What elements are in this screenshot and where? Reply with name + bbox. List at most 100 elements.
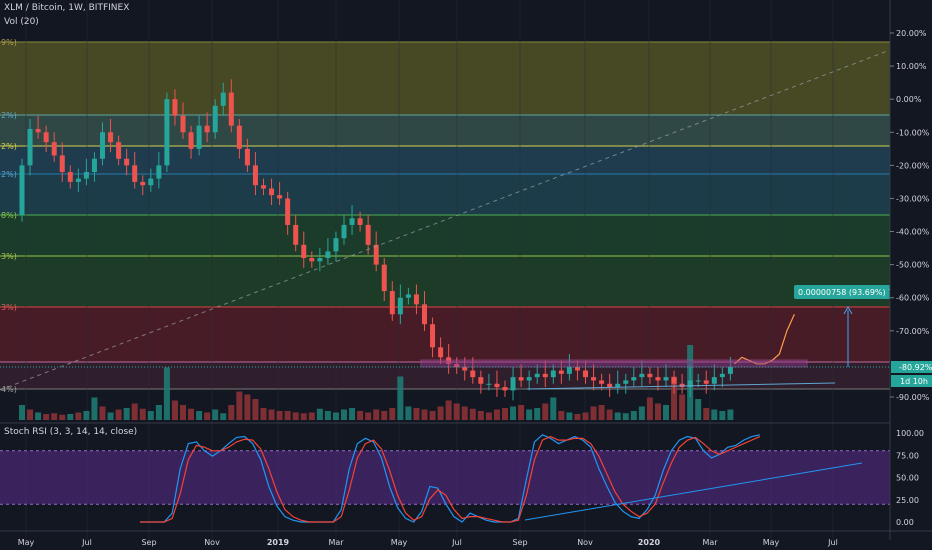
volume-bar xyxy=(357,411,364,420)
volume-bar xyxy=(695,399,702,420)
fib-zone xyxy=(0,256,890,307)
diagonal-trend-line xyxy=(0,49,891,391)
volume-bar xyxy=(654,403,661,420)
candle-body xyxy=(301,244,307,259)
drawing-overlays: 0.00000758 (93.69%) 756 xyxy=(0,49,903,391)
candle-body xyxy=(373,244,379,265)
volume-bar xyxy=(341,409,347,420)
volume-bar xyxy=(630,411,637,420)
price-axis-bg xyxy=(890,0,932,540)
candle-body xyxy=(438,347,444,358)
volume-bar xyxy=(171,400,178,420)
candle-body xyxy=(381,264,387,292)
volume-bar xyxy=(606,409,613,420)
candle-body xyxy=(727,366,733,374)
candle-body xyxy=(333,238,339,252)
volume-bar xyxy=(534,408,541,420)
volume-bar xyxy=(188,408,195,420)
candle-body xyxy=(583,370,588,378)
candle-body xyxy=(91,158,97,172)
fib-level-label: 9%) xyxy=(1,38,17,47)
volume-indicator-label[interactable]: Vol (20) xyxy=(4,17,39,27)
stoch-rsi-label[interactable]: Stoch RSI (3, 3, 14, 14, close) xyxy=(4,427,138,437)
candle-body xyxy=(631,377,637,381)
candle-body xyxy=(100,132,105,159)
volume-bar xyxy=(316,408,323,420)
volume-bar xyxy=(67,414,74,420)
stoch-rsi-pane xyxy=(0,434,890,523)
candle-body xyxy=(607,383,613,388)
volume-bar xyxy=(212,409,219,420)
fib-zone xyxy=(0,146,890,174)
candle-body xyxy=(647,373,653,378)
candle-body xyxy=(156,165,162,179)
volume-bar xyxy=(493,409,500,420)
price-tick-label: -40.00% xyxy=(896,228,930,237)
volume-bar xyxy=(204,412,211,420)
fib-level-label: 2%) xyxy=(1,170,17,179)
candle-body xyxy=(75,178,81,182)
volume-bar xyxy=(381,411,388,420)
candle-body xyxy=(212,105,218,133)
candle-body xyxy=(422,304,427,325)
volume-bar xyxy=(260,408,267,420)
candle-body xyxy=(446,357,452,364)
time-tick-label: Sep xyxy=(512,538,527,547)
accumulation-zone xyxy=(420,359,808,368)
candle-body xyxy=(309,258,315,262)
price-tick-label: -50.00% xyxy=(896,261,930,270)
stoch-rsi-tick-label: 100.00 xyxy=(896,429,924,438)
candle-body xyxy=(59,155,65,172)
stoch-rsi-series-k xyxy=(140,434,760,523)
volume-bar xyxy=(542,403,549,420)
price-tick-label: 20.00% xyxy=(896,29,927,38)
candle-body xyxy=(623,380,629,384)
candle-body xyxy=(510,377,516,391)
candle-body xyxy=(405,294,411,298)
candle-body xyxy=(711,377,717,384)
volume-bar xyxy=(373,409,380,420)
volume-bar xyxy=(477,411,484,420)
volume-bar xyxy=(51,413,58,420)
fib-level-label: 3%) xyxy=(1,303,17,312)
volume-bar xyxy=(445,400,452,420)
candle-body xyxy=(277,195,283,199)
candle-body xyxy=(269,188,275,196)
symbol-title[interactable]: XLM / Bitcoin, 1W, BITFINEX xyxy=(4,3,130,13)
volume-bar xyxy=(91,397,98,420)
candle-body xyxy=(591,377,597,381)
candle-body xyxy=(413,294,419,305)
candle-body xyxy=(574,367,580,371)
volume-bar xyxy=(671,376,678,420)
candle-body xyxy=(454,363,460,368)
candle-body xyxy=(180,115,186,133)
candle-body xyxy=(204,125,210,133)
volume-bar xyxy=(502,408,508,420)
volume-bar xyxy=(727,409,734,420)
candle-body xyxy=(196,125,202,149)
candle-body xyxy=(349,218,355,225)
price-tick-label: -10.00% xyxy=(896,128,930,137)
volume-bar xyxy=(614,412,621,420)
volume-bar xyxy=(83,411,90,420)
candle-body xyxy=(357,218,363,225)
candle-body xyxy=(341,224,347,239)
volume-bar xyxy=(276,411,283,420)
time-tick-label: Sep xyxy=(141,538,156,547)
volume-bar xyxy=(638,406,645,420)
candle-body xyxy=(252,165,258,186)
volume-bar xyxy=(75,412,82,420)
fib-zone xyxy=(0,42,890,115)
candle-body xyxy=(655,377,661,381)
time-tick-label: Jul xyxy=(827,538,838,547)
volume-bar xyxy=(27,409,34,420)
measure-label-text: 0.00000758 (93.69%) 756 xyxy=(798,288,903,297)
candle-body xyxy=(261,185,266,189)
candle-body xyxy=(116,142,122,159)
volume-bar xyxy=(43,414,50,420)
volume-bar xyxy=(300,413,307,420)
candle-body xyxy=(124,158,130,166)
candle-body xyxy=(285,198,291,225)
